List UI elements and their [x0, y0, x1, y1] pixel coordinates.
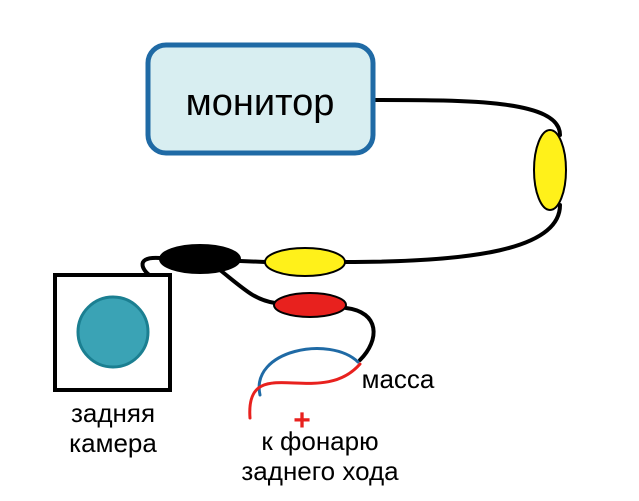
reverse-label-1: к фонарю	[261, 426, 378, 456]
mass-label: масса	[362, 364, 435, 394]
camera-lens	[78, 297, 148, 367]
wire-yellow_mid_to_black	[240, 261, 265, 262]
reverse-label-2: заднего хода	[241, 456, 399, 486]
connector-red	[274, 293, 346, 317]
connector-yellow-right	[534, 130, 566, 210]
connector-yellow-mid	[265, 248, 345, 276]
monitor-label: монитор	[186, 82, 335, 124]
camera-label-2: камера	[69, 428, 157, 458]
connector-black	[160, 245, 240, 273]
camera-label-1: задняя	[71, 398, 155, 428]
